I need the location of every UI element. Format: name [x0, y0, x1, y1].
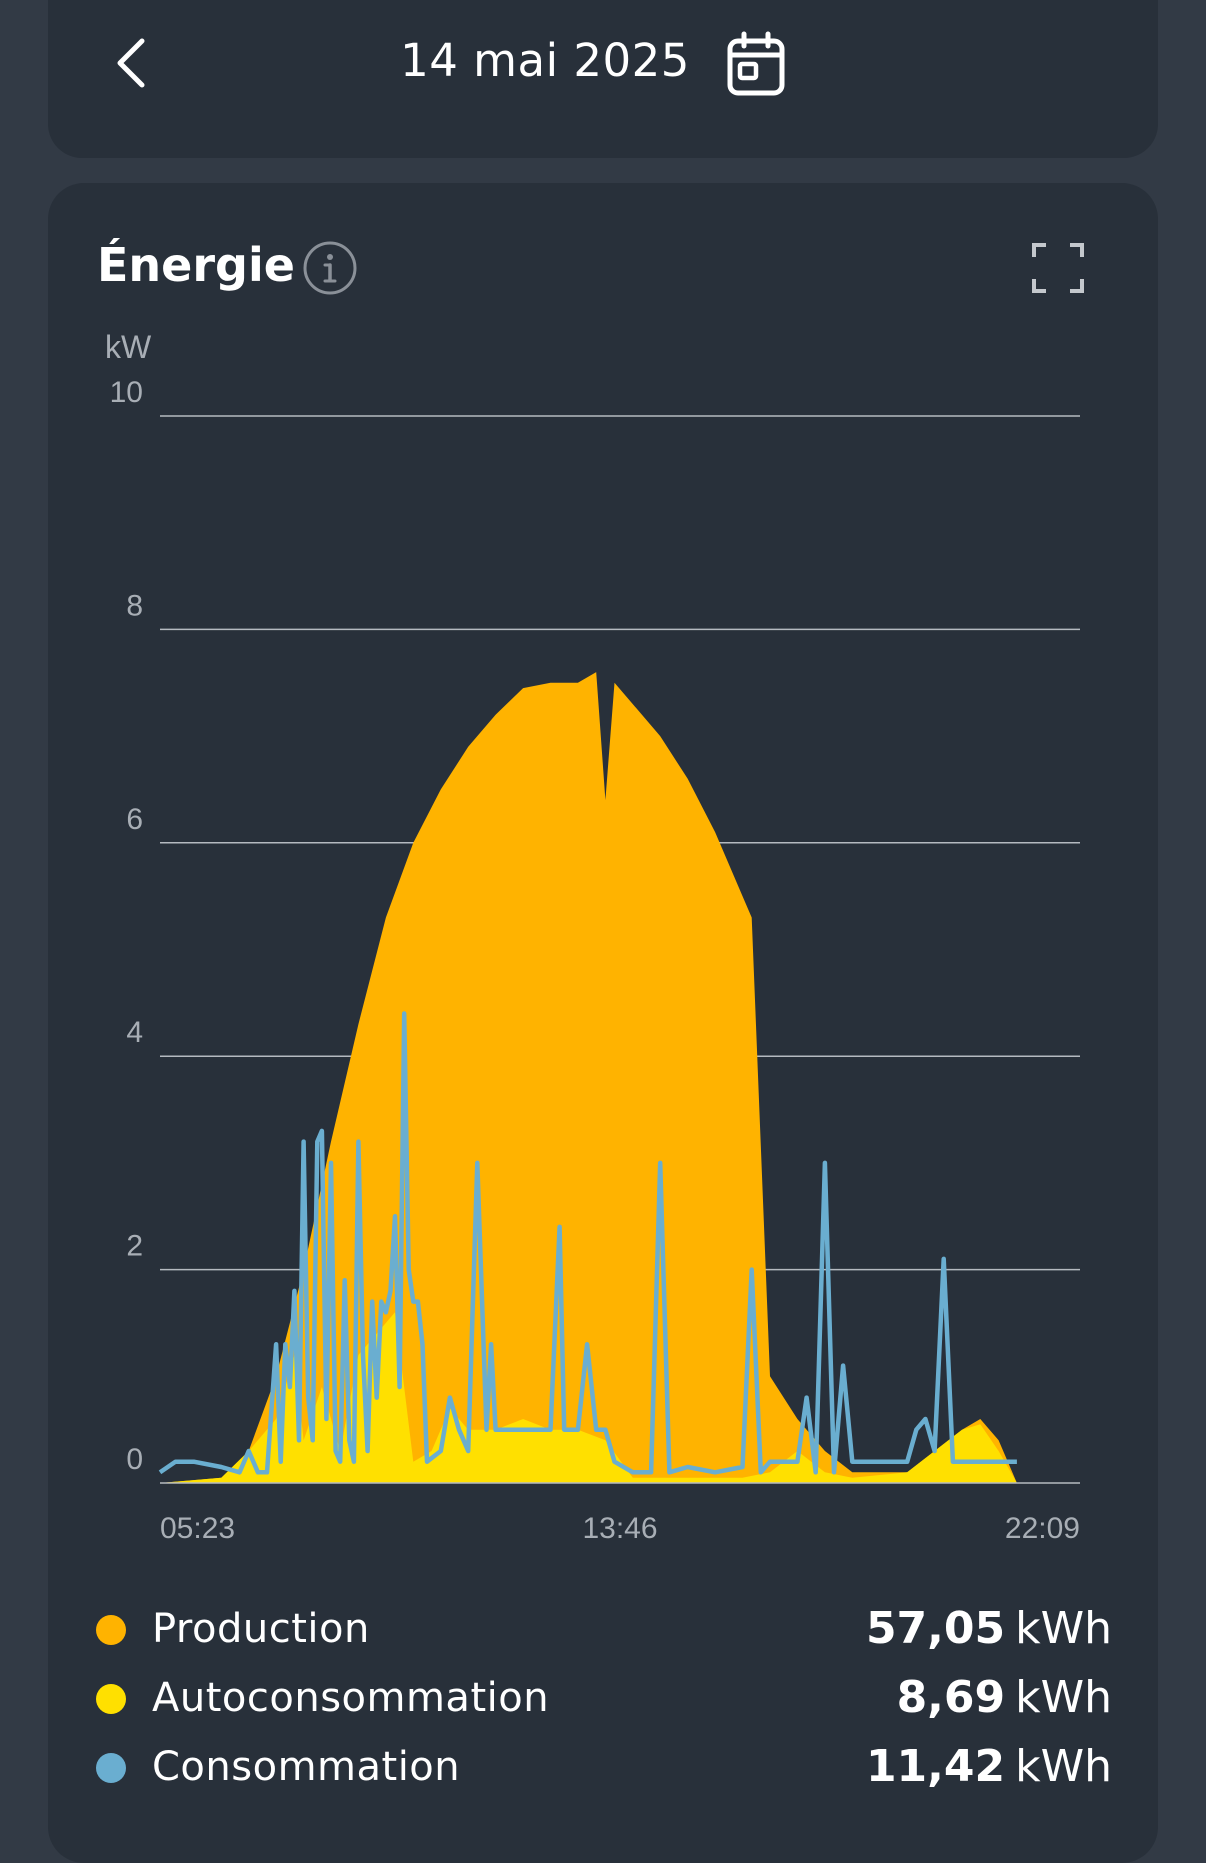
fullscreen-icon [1032, 243, 1084, 293]
legend-number: 8,69 [896, 1672, 1006, 1723]
legend-number: 57,05 [865, 1603, 1006, 1654]
legend-label: Consommation [152, 1744, 461, 1790]
y-tick-label: 6 [126, 803, 143, 836]
x-tick-label: 05:23 [160, 1512, 235, 1545]
consommation-line [158, 1011, 1017, 1475]
legend-label: Autoconsommation [152, 1675, 550, 1721]
calendar-button[interactable] [720, 26, 792, 102]
info-icon [303, 241, 357, 295]
legend-value: 11,42 kWh [866, 1736, 1112, 1798]
y-tick-label: 2 [126, 1230, 143, 1263]
production-area [160, 672, 1017, 1483]
legend-item-consommation[interactable]: Consommation 11,42 kWh [92, 1736, 1112, 1798]
x-tick-label: 13:46 [582, 1512, 657, 1545]
calendar-icon [727, 31, 785, 96]
legend-unit: kWh [1015, 1741, 1112, 1792]
legend-unit: kWh [1015, 1672, 1112, 1723]
legend-value: 8,69 kWh [897, 1667, 1112, 1729]
y-axis-label: kW [105, 329, 152, 365]
autoconsommation-dot [96, 1684, 126, 1714]
date-label[interactable]: 14 mai 2025 [400, 34, 690, 87]
legend-number: 11,42 [865, 1741, 1006, 1792]
y-tick-label: 10 [110, 376, 143, 409]
production-dot [96, 1615, 126, 1645]
y-tick-label: 4 [126, 1016, 143, 1049]
fullscreen-button[interactable] [1026, 236, 1090, 300]
card-title: Énergie [97, 238, 295, 292]
y-tick-label: 0 [126, 1443, 143, 1476]
legend-unit: kWh [1015, 1603, 1112, 1654]
legend-item-autoconsommation[interactable]: Autoconsommation 8,69 kWh [92, 1667, 1112, 1729]
back-button[interactable] [96, 28, 164, 98]
series [158, 672, 1080, 1484]
header-card [48, 0, 1158, 158]
legend-label: Production [152, 1606, 370, 1652]
y-tick-label: 8 [126, 589, 143, 622]
energy-chart[interactable]: kW 0 2 4 6 8 10 05:23 13:46 22:09 [0, 0, 1206, 1560]
chevron-left-icon [117, 38, 145, 88]
x-tick-label: 22:09 [1005, 1512, 1080, 1545]
consommation-dot [96, 1753, 126, 1783]
info-button[interactable] [300, 238, 360, 298]
x-axis: 05:23 13:46 22:09 [160, 1512, 1080, 1545]
legend-value: 57,05 kWh [866, 1598, 1112, 1660]
legend-item-production[interactable]: Production 57,05 kWh [92, 1598, 1112, 1660]
